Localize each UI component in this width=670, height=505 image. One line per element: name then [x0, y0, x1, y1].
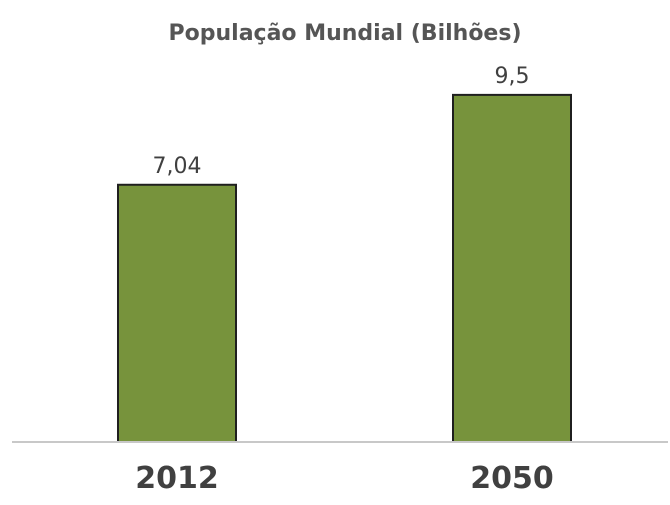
x-tick-label-2012: 2012: [135, 461, 219, 496]
bars-layer: [117, 93, 572, 443]
labels-layer: 7,04 2012 9,5 2050: [135, 64, 554, 496]
data-label-2012: 7,04: [153, 154, 202, 179]
chart-title: População Mundial (Bilhões): [169, 21, 522, 46]
x-tick-label-2050: 2050: [470, 461, 554, 496]
data-label-2050: 9,5: [495, 64, 530, 89]
bar-2050: [452, 93, 572, 443]
bar-2012: [117, 183, 237, 443]
